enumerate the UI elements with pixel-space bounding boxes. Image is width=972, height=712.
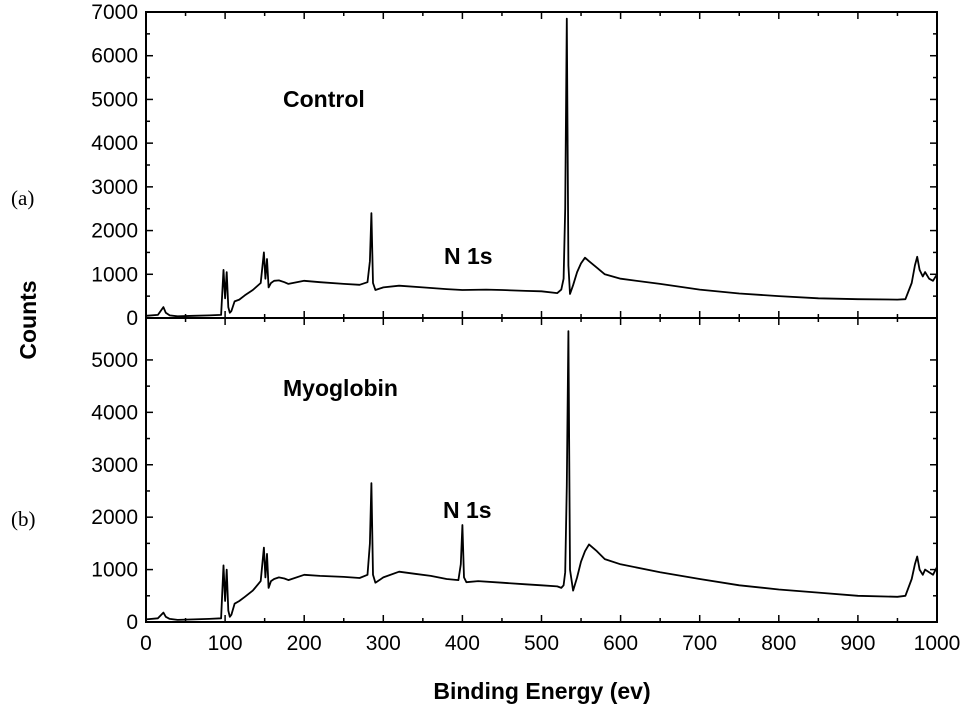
y-tick-label: 0 <box>126 307 138 330</box>
x-tick-label: 400 <box>445 632 480 655</box>
sample-label: Control <box>283 86 365 112</box>
y-tick-label: 1000 <box>91 559 138 582</box>
y-tick-label: 3000 <box>91 176 138 199</box>
spectrum-line <box>145 330 938 621</box>
y-tick-label: 4000 <box>91 132 138 155</box>
y-tick-label: 2000 <box>91 506 138 529</box>
x-tick-label: 100 <box>208 632 243 655</box>
x-tick-label: 900 <box>840 632 875 655</box>
y-tick-label: 6000 <box>91 45 138 68</box>
x-axis-title: Binding Energy (ev) <box>433 678 650 704</box>
sample-label: Myoglobin <box>283 375 398 401</box>
y-tick-label: 5000 <box>91 88 138 111</box>
x-tick-label: 500 <box>524 632 559 655</box>
x-tick-label: 700 <box>682 632 717 655</box>
y-tick-label: 0 <box>126 611 138 634</box>
x-tick-label: 800 <box>761 632 796 655</box>
x-tick-label: 200 <box>287 632 322 655</box>
peak-label: N 1s <box>444 243 493 269</box>
x-axis: 0 100 200 300 400 500 600 700 800 900 1000 <box>140 632 960 655</box>
x-tick-label: 300 <box>366 632 401 655</box>
panel-label: (a) <box>11 186 34 210</box>
y-tick-label: 7000 <box>91 1 138 24</box>
y-tick-label: 3000 <box>91 454 138 477</box>
y-tick-label: 2000 <box>91 220 138 243</box>
y-tick-label: 5000 <box>91 349 138 372</box>
spectrum-line <box>145 17 938 318</box>
x-tick-label: 600 <box>603 632 638 655</box>
panel-b: 0 1000 2000 3000 4000 5000 Myoglobin N 1s (b) <box>11 317 938 634</box>
peak-label: N 1s <box>443 497 492 523</box>
x-tick-label: 1000 <box>914 632 961 655</box>
panel-label: (b) <box>11 507 36 531</box>
x-tick-label: 0 <box>140 632 152 655</box>
panel-a: 0 1000 2000 3000 4000 5000 6000 7000 Control N 1s… <box>11 1 938 330</box>
y-tick-label: 4000 <box>91 401 138 424</box>
y-axis-title: Counts <box>15 280 41 359</box>
y-tick-label: 1000 <box>91 263 138 286</box>
